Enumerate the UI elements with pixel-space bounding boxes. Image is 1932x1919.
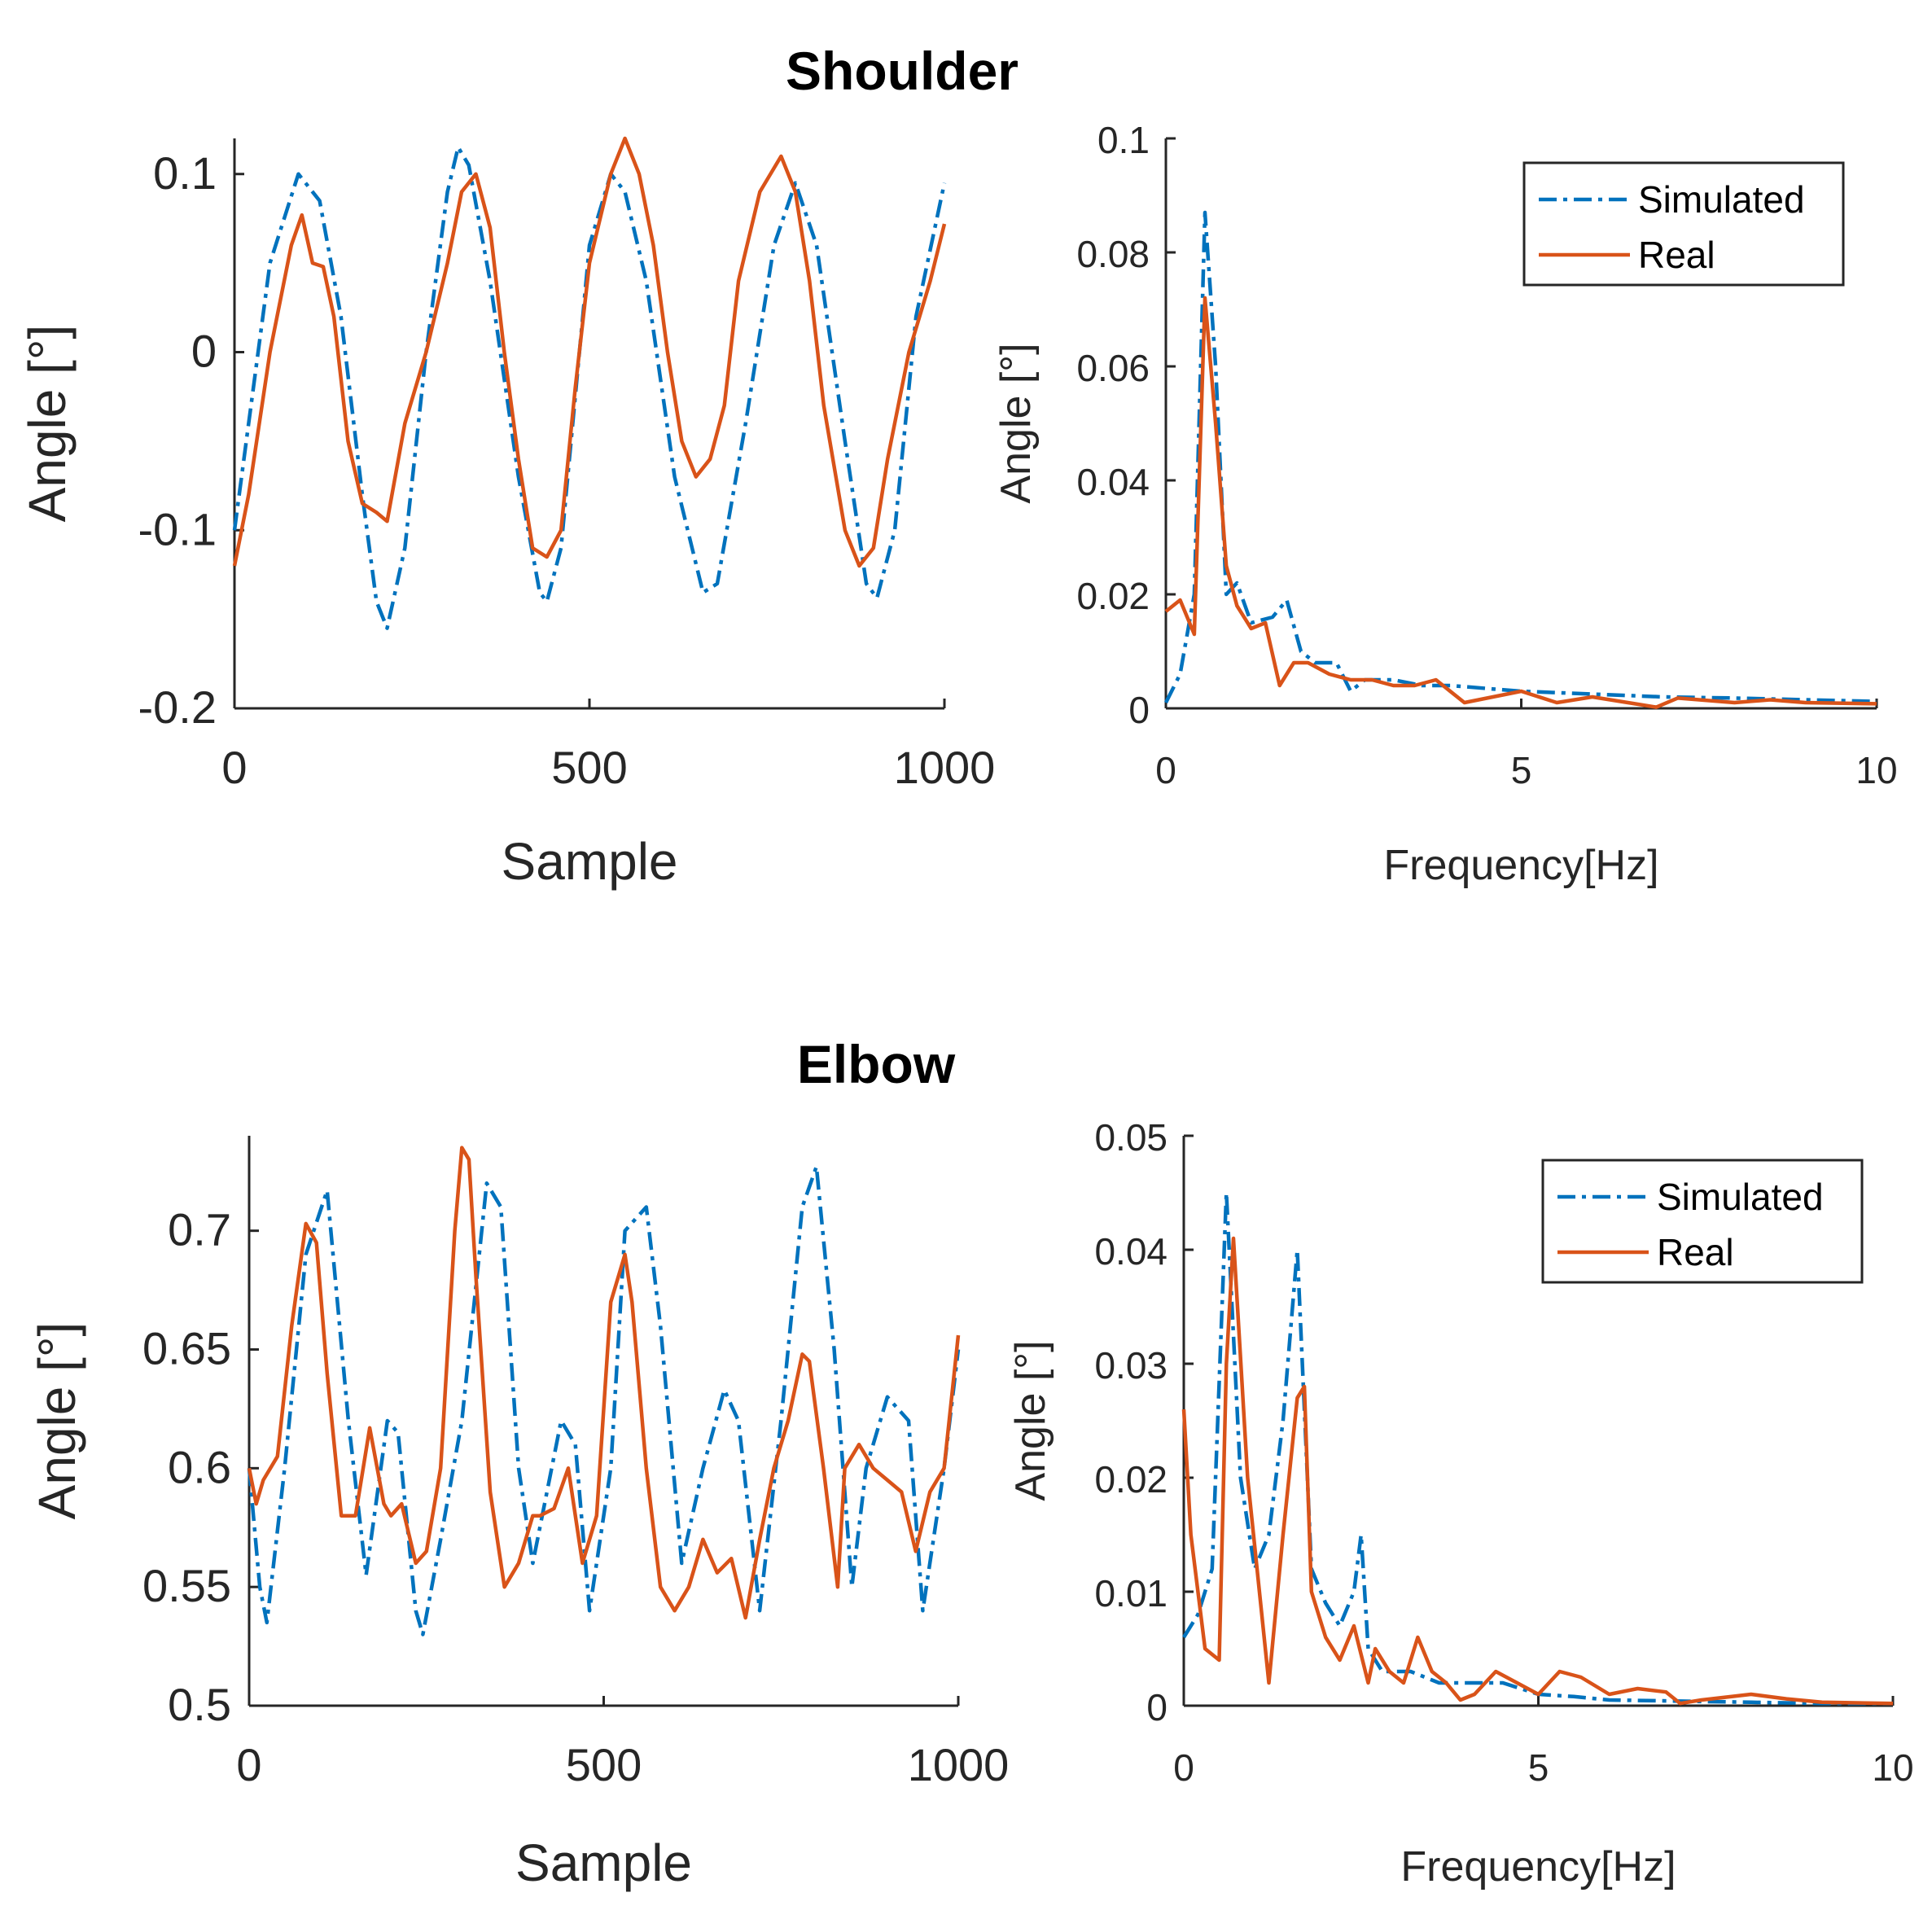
y-tick-label: 0.65 [142, 1323, 231, 1374]
y-tick-label: 0.02 [1076, 575, 1150, 617]
x-tick-label: 500 [566, 1739, 642, 1790]
y-tick-label: 0.03 [1094, 1344, 1168, 1387]
x-tick-label: 5 [1511, 749, 1532, 791]
simulated-legend-label: Simulated [1657, 1176, 1824, 1218]
x-axis-label: Frequency[Hz] [1383, 842, 1658, 889]
y-tick-label: 0.1 [153, 147, 217, 199]
simulated-series-line [247, 1164, 961, 1636]
y-tick-label: 0.04 [1076, 461, 1150, 503]
y-tick-label: 0.6 [168, 1441, 231, 1492]
real-series-line [247, 1146, 961, 1620]
y-tick-label: 0.02 [1094, 1458, 1168, 1501]
y-axis-label: Angle [°] [18, 325, 77, 523]
elbow-frequency-plot: 0 5 10 0 0.01 0.02 0.03 0.04 0.05 Frequency[Hz] An… [1007, 1116, 1914, 1891]
shoulder-frequency-plot: 0 5 10 0 0.02 0.04 0.06 0.08 0.1 Frequency[Hz] Ang… [992, 119, 1898, 889]
x-tick-label: 1000 [894, 742, 996, 793]
y-axis-label: Angle [°] [1007, 1340, 1054, 1501]
y-tick-label: 0 [191, 326, 217, 377]
elbow-title: Elbow [797, 1034, 956, 1094]
y-axis-label: Angle [°] [28, 1322, 86, 1520]
y-tick-label: 0.5 [168, 1679, 231, 1730]
shoulder-time-plot: 0 500 1000 -0.2 -0.1 0 0.1 Sample Angle [°] [18, 136, 996, 891]
x-tick-label: 10 [1855, 749, 1897, 791]
x-axis-label: Sample [502, 832, 678, 891]
y-axis-label: Angle [°] [992, 343, 1040, 503]
real-series-line [232, 136, 947, 568]
simulated-legend-label: Simulated [1638, 178, 1805, 221]
x-tick-label: 10 [1872, 1746, 1913, 1789]
real-series-line [1181, 1236, 1894, 1706]
x-tick-label: 0 [1173, 1746, 1194, 1789]
simulated-series-line [1163, 210, 1877, 704]
y-tick-label: 0.06 [1076, 347, 1150, 389]
elbow-time-plot: 0 500 1000 0.5 0.55 0.6 0.65 0.7 Sample Angle [°] [28, 1136, 1009, 1892]
real-series-line [1164, 296, 1877, 709]
shoulder-title: Shoulder [786, 41, 1019, 101]
x-tick-label: 0 [236, 1739, 261, 1790]
x-axis-label: Sample [515, 1834, 692, 1892]
legend-box [1522, 161, 1845, 287]
y-tick-label: 0.01 [1094, 1572, 1168, 1615]
x-tick-label: 0 [1155, 749, 1176, 791]
y-tick-label: -0.1 [138, 503, 217, 554]
legend-box [1541, 1159, 1864, 1284]
y-tick-label: 0.1 [1097, 119, 1150, 161]
legend: Simulated Real [1541, 1159, 1864, 1284]
y-tick-label: -0.2 [138, 681, 217, 733]
y-tick-label: 0.7 [168, 1204, 231, 1255]
y-tick-label: 0.08 [1076, 233, 1150, 275]
y-tick-label: 0 [1128, 689, 1150, 731]
y-tick-label: 0.05 [1094, 1116, 1168, 1159]
real-legend-label: Real [1638, 234, 1715, 276]
x-tick-label: 1000 [908, 1739, 1010, 1790]
x-axis-label: Frequency[Hz] [1400, 1843, 1676, 1891]
simulated-series-line [232, 145, 947, 630]
legend: Simulated Real [1522, 161, 1845, 287]
y-tick-label: 0 [1146, 1686, 1168, 1728]
y-tick-label: 0.04 [1094, 1230, 1168, 1273]
x-tick-label: 5 [1528, 1746, 1549, 1789]
y-tick-label: 0.55 [142, 1560, 231, 1611]
real-legend-label: Real [1657, 1231, 1734, 1273]
x-tick-label: 0 [221, 742, 247, 793]
x-tick-label: 500 [551, 742, 627, 793]
